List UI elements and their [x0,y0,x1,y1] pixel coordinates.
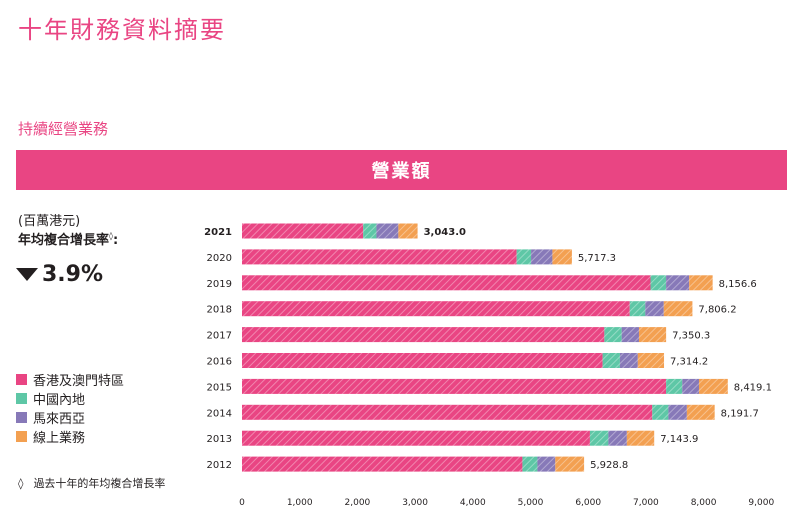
total-value-label: 7,806.2 [698,305,736,316]
bar-segment-hatch [552,249,572,265]
legend-label: 香港及澳門特區 [33,374,125,389]
y-category-label: 2016 [207,357,232,368]
x-tick-label: 5,000 [518,498,544,508]
footnote-marker: ◊ [18,477,24,490]
y-category-label: 2015 [207,382,232,393]
legend-item-mainland: 中國內地 [16,389,124,408]
total-value-label: 3,043.0 [424,227,466,238]
x-tick-label: 8,000 [691,498,717,508]
page-title: 十年財務資料摘要 [18,16,226,44]
legend-swatch [16,412,27,423]
total-value-label: 7,350.3 [672,331,710,342]
section-title: 持續經營業務 [18,120,109,138]
legend-label: 線上業務 [33,431,86,446]
bar-segment-hatch [682,378,699,394]
bar-segment-hatch [666,275,690,291]
bar-segment-hatch [242,456,523,472]
bar-segment-hatch [652,404,669,420]
bar-segment-hatch [363,223,377,239]
y-category-label: 2020 [207,253,232,264]
bar-segment-hatch [242,327,605,343]
bar-segment-hatch [645,301,664,317]
bar-segment-hatch [242,404,653,420]
footnote-text: 過去十年的年均複合增長率 [33,477,166,490]
bar-segment-hatch [537,456,556,472]
x-tick-label: 2,000 [345,498,371,508]
y-category-label: 2019 [207,279,232,290]
bar-segment-hatch [668,404,687,420]
bar-segment-hatch [666,378,683,394]
bar-segment-hatch [650,275,667,291]
x-tick-label: 4,000 [460,498,486,508]
bar-segment-hatch [242,378,667,394]
y-category-label: 2013 [207,434,232,445]
bar-segment-hatch [242,353,603,368]
banner-title: 營業額 [371,161,432,182]
x-tick-label: 9,000 [748,498,774,508]
bar-segment-hatch [242,430,590,446]
legend-item-online: 線上業務 [16,427,124,446]
bar-segment-hatch [242,249,517,265]
bar-segment-hatch [376,223,399,239]
bar-segment-hatch [242,301,630,317]
bar-segment-hatch [242,275,651,291]
cagr-value-text: 3.9% [42,262,104,287]
total-value-label: 5,717.3 [578,253,616,264]
unit-label: (百萬港元) [18,214,81,229]
legend-label: 中國內地 [33,393,86,408]
y-category-label: 2014 [207,408,232,419]
legend-swatch [16,393,27,404]
bar-segment-hatch [516,249,532,265]
bar-segment-hatch [589,430,609,446]
down-triangle-icon [16,268,38,281]
x-tick-label: 1,000 [287,498,313,508]
y-category-label: 2017 [207,331,232,342]
bar-segment-hatch [686,404,715,420]
x-tick-label: 0 [239,498,245,508]
legend-item-hk-macau: 香港及澳門特區 [16,370,124,389]
bar-segment-hatch [626,430,655,446]
bar-segment-hatch [689,275,713,291]
bar-segment-hatch [522,456,538,472]
bar-segment-hatch [621,327,639,343]
total-value-label: 8,156.6 [719,279,757,290]
chart-banner: 營業額 [16,150,787,190]
cagr-marker: ◊ [109,231,113,241]
bar-segment-hatch [619,353,638,368]
x-tick-label: 6,000 [575,498,601,508]
bar-segment-hatch [604,327,622,343]
bar-segment-hatch [398,223,418,239]
legend: 香港及澳門特區 中國內地 馬來西亞 線上業務 [16,370,124,446]
x-tick-label: 3,000 [402,498,428,508]
x-tick-label: 7,000 [633,498,659,508]
bar-segment-hatch [629,301,646,317]
bar-segment-hatch [608,430,627,446]
bar-segment-hatch [638,327,667,343]
y-category-label: 2018 [207,305,232,316]
total-value-label: 8,191.7 [721,408,759,419]
bar-segment-hatch [602,353,620,368]
total-value-label: 7,314.2 [670,357,708,368]
y-category-label: 2021 [204,227,232,238]
bar-segment-hatch [242,223,364,239]
bar-segment-hatch [663,301,693,317]
legend-swatch [16,431,27,442]
legend-label: 馬來西亞 [33,412,86,427]
cagr-label: 年均複合增長率◊: [18,229,118,248]
y-category-label: 2012 [207,460,232,471]
total-value-label: 5,928.8 [590,460,628,471]
cagr-value: 3.9% [16,262,103,287]
cagr-colon: : [112,233,119,248]
bar-segment-hatch [637,353,665,368]
legend-swatch [16,374,27,385]
footnote: ◊ 過去十年的年均複合增長率 [18,475,165,491]
total-value-label: 7,143.9 [660,434,698,445]
bar-segment-hatch [555,456,585,472]
bar-segment-hatch [698,378,728,394]
bar-segment-hatch [531,249,553,265]
cagr-label-text: 年均複合增長率 [18,233,110,248]
legend-item-malaysia: 馬來西亞 [16,408,124,427]
total-value-label: 8,419.1 [734,382,772,393]
